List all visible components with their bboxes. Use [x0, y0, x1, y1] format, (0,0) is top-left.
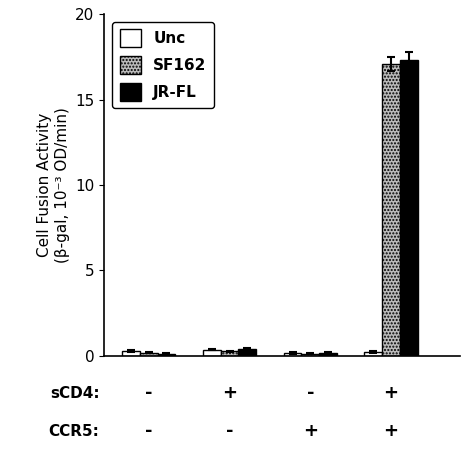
Text: CCR5:: CCR5:: [49, 424, 100, 439]
Bar: [365, 352, 382, 356]
Bar: [319, 353, 337, 356]
Text: +: +: [383, 422, 399, 440]
Legend: Unc, SF162, JR-FL: Unc, SF162, JR-FL: [112, 22, 214, 109]
Text: +: +: [303, 422, 318, 440]
Text: +: +: [222, 384, 237, 402]
Text: -: -: [145, 384, 153, 402]
Bar: [301, 354, 319, 356]
Bar: [400, 60, 418, 356]
Bar: [238, 349, 256, 356]
Bar: [157, 354, 175, 356]
Text: -: -: [226, 422, 233, 440]
Text: sCD4:: sCD4:: [50, 386, 100, 401]
Bar: [283, 353, 301, 356]
Bar: [220, 351, 238, 356]
Text: -: -: [145, 422, 153, 440]
Text: +: +: [383, 384, 399, 402]
Bar: [382, 64, 400, 356]
Bar: [140, 353, 157, 356]
Y-axis label: Cell Fusion Activity
(β-gal, 10⁻³ OD/min): Cell Fusion Activity (β-gal, 10⁻³ OD/min…: [37, 107, 70, 263]
Bar: [203, 349, 220, 356]
Text: -: -: [307, 384, 314, 402]
Bar: [122, 351, 140, 356]
